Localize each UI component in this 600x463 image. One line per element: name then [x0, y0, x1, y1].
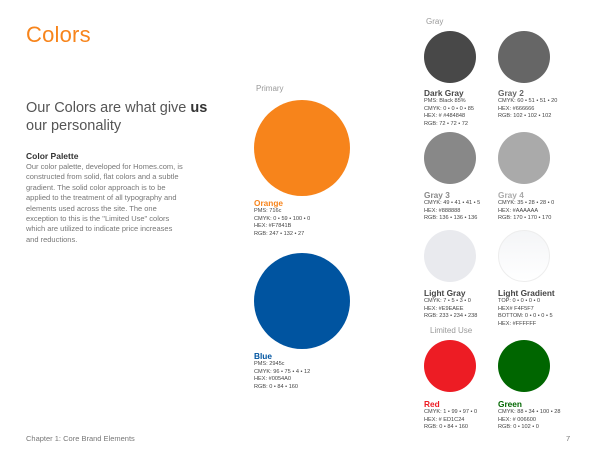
color-spec-line: CMYK: 49 • 41 • 41 • 5 — [424, 200, 481, 206]
color-name: Dark Gray — [424, 88, 464, 98]
color-spec-line: RGB: 247 • 132 • 27 — [254, 230, 305, 237]
orange-swatch — [254, 100, 350, 196]
color-spec-line: HEX: #E9EAEE — [424, 305, 464, 312]
green-spec: Green CMYK: 88 • 34 • 100 • 28 HEX: # 0066… — [498, 399, 560, 432]
color-spec-line: HEX: # #484848 — [424, 113, 466, 120]
color-spec-line: CMYK: 7 • 5 • 3 • 0 — [424, 298, 471, 304]
color-spec-line: RGB: 170 • 170 • 170 — [498, 215, 552, 222]
color-spec-line: HEX: # ED1C24 — [424, 416, 465, 423]
palette-heading: Color Palette — [26, 151, 79, 161]
gray-3-swatch — [424, 132, 476, 184]
color-spec-line: CMYK: 0 • 0 • 0 • 85 — [424, 105, 475, 112]
gray-2-swatch — [498, 31, 550, 83]
tagline-emphasis: us — [190, 100, 208, 116]
color-name: Red — [424, 399, 440, 409]
color-name: Light Gradient — [498, 288, 555, 298]
color-name: Green — [498, 399, 522, 409]
blue-swatch — [254, 253, 350, 349]
color-spec-line: RGB: 72 • 72 • 72 — [424, 120, 469, 127]
color-spec-line: CMYK: 60 • 51 • 51 • 20 — [498, 98, 558, 104]
color-name: Gray 3 — [424, 190, 450, 200]
color-name: Light Gray — [424, 288, 466, 298]
primary-label: Primary — [256, 84, 284, 93]
color-spec-line: CMYK: 35 • 28 • 28 • 0 — [498, 200, 555, 206]
color-spec-line: CMYK: 96 • 75 • 4 • 12 — [254, 368, 311, 375]
gray-4-swatch — [498, 132, 550, 184]
light-gradient-spec: Light Gradient TOP: 0 • 0 • 0 • 0 HEX# F4F… — [498, 288, 555, 328]
color-spec-line: HEX: #888888 — [424, 207, 461, 214]
light-gray-spec: Light Gray CMYK: 7 • 5 • 3 • 0 HEX: #E9EAE… — [424, 288, 477, 321]
dark-gray-spec: Dark Gray PMS: Black 85% CMYK: 0 • 0 • 0 •… — [424, 88, 474, 128]
color-name: Orange — [254, 198, 284, 208]
color-spec-line: RGB: 233 • 234 • 238 — [424, 313, 478, 320]
gray-2-spec: Gray 2 CMYK: 60 • 51 • 51 • 20 HEX: #66666… — [498, 88, 557, 121]
palette-description: Our color palette, developed for Homes.c… — [26, 162, 183, 244]
blue-spec: Blue PMS: 2945c CMYK: 96 • 75 • 4 • 12 HEX:… — [254, 351, 310, 391]
page-number: 7 — [566, 434, 571, 443]
gray-4-spec: Gray 4 CMYK: 35 • 28 • 28 • 0 HEX: #AAAAAA… — [498, 190, 554, 223]
page-title: Colors — [26, 22, 91, 47]
color-spec-line: RGB: 0 • 84 • 160 — [424, 424, 469, 431]
color-spec-line: CMYK: 0 • 59 • 100 • 0 — [254, 215, 311, 222]
color-name: Gray 4 — [498, 190, 524, 200]
limited-use-label: Limited Use — [430, 326, 473, 335]
light-gradient-swatch — [498, 230, 550, 282]
color-spec-line: PMS: 2945c — [254, 361, 285, 367]
gray-3-spec: Gray 3 CMYK: 49 • 41 • 41 • 5 HEX: #888888… — [424, 190, 480, 223]
footer-chapter: Chapter 1: Core Brand Elements — [26, 434, 135, 443]
light-gray-swatch — [424, 230, 476, 282]
color-spec-line: RGB: 136 • 136 • 136 — [424, 215, 478, 222]
color-spec-line: RGB: 0 • 102 • 0 — [498, 424, 539, 431]
dark-gray-swatch — [424, 31, 476, 83]
red-swatch — [424, 340, 476, 392]
color-spec-line: TOP: 0 • 0 • 0 • 0 — [498, 298, 541, 304]
green-swatch — [498, 340, 550, 392]
color-spec-line: HEX: # 006600 — [498, 416, 536, 423]
color-spec-line: HEX: #666666 — [498, 105, 535, 112]
color-spec-line: HEX: #AAAAAA — [498, 207, 539, 214]
color-name: Blue — [254, 351, 272, 361]
color-spec-line: HEX# F4F5F7 — [498, 305, 534, 312]
tagline: Our Colors are what give us our personal… — [26, 100, 208, 134]
gray-label: Gray — [426, 17, 444, 26]
color-spec-line: CMYK: 88 • 34 • 100 • 28 — [498, 409, 561, 415]
color-name: Gray 2 — [498, 88, 524, 98]
color-spec-line: RGB: 0 • 84 • 160 — [254, 383, 299, 390]
red-spec: Red CMYK: 1 • 99 • 97 • 0 HEX: # ED1C24 RGB… — [424, 399, 477, 432]
color-spec-line: HEX: #F7841B — [254, 223, 292, 230]
color-spec-line: PMS: 716c — [254, 208, 282, 214]
color-spec-line: RGB: 102 • 102 • 102 — [498, 113, 552, 120]
color-spec-line: HEX: #0054A0 — [254, 376, 292, 383]
color-spec-line: BOTTOM: 0 • 0 • 0 • 5 — [498, 313, 553, 320]
color-spec-line: HEX: #FFFFFF — [498, 320, 537, 327]
color-spec-line: PMS: Black 85% — [424, 98, 466, 104]
color-spec-line: CMYK: 1 • 99 • 97 • 0 — [424, 409, 478, 415]
orange-spec: Orange PMS: 716c CMYK: 0 • 59 • 100 • 0 HEX… — [254, 198, 310, 238]
